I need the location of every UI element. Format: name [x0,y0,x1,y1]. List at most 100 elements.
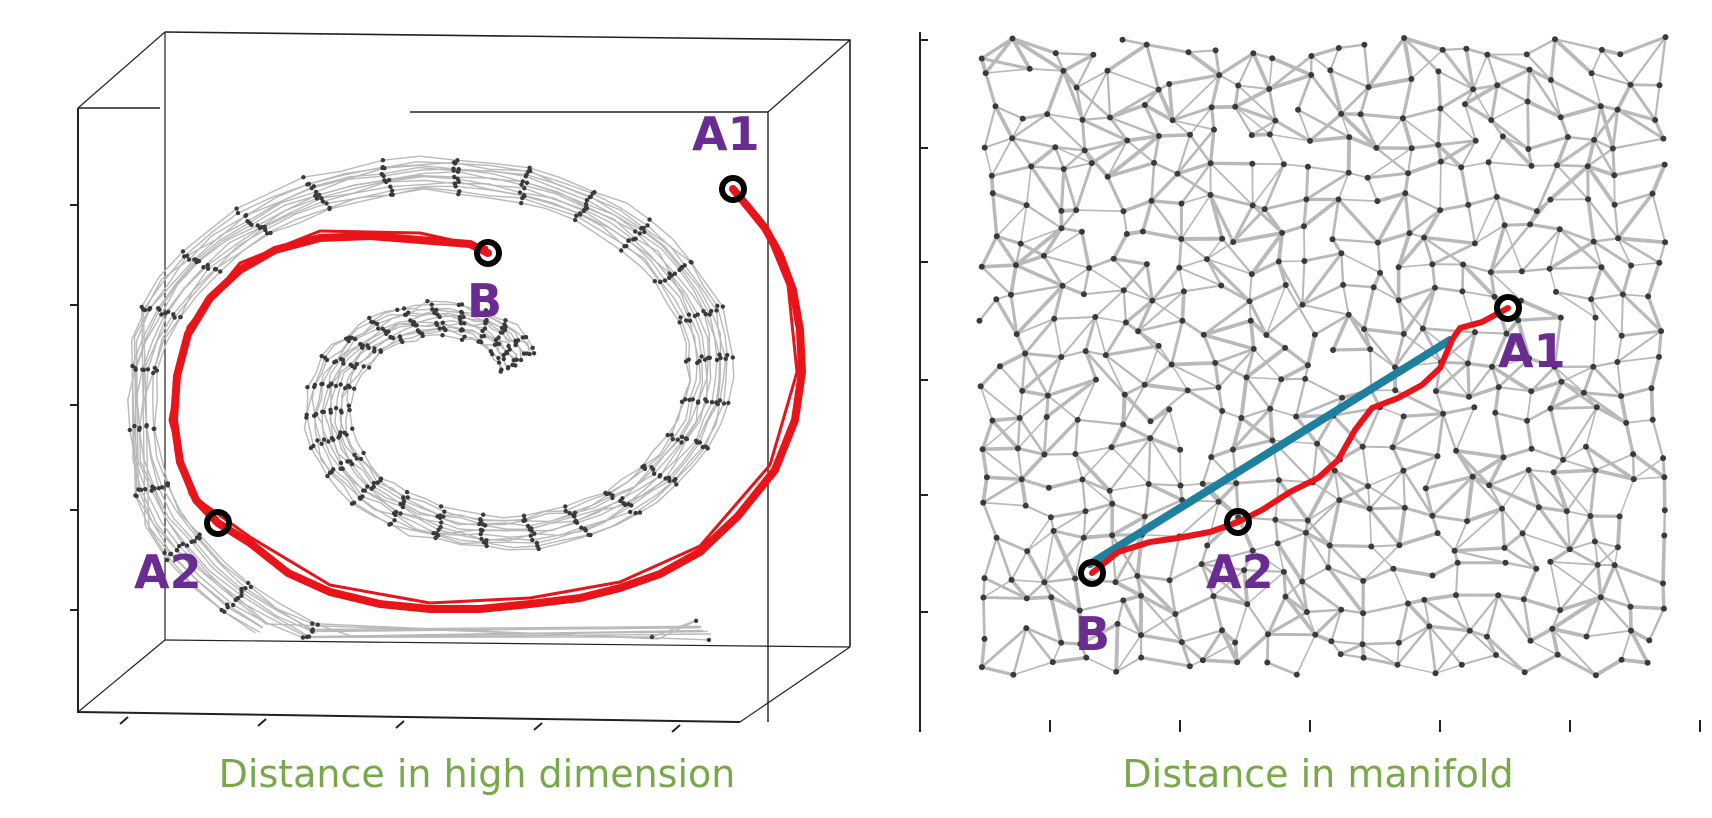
mesh-node [361,364,366,369]
mesh-edge [1493,412,1506,458]
mesh-node [720,304,725,309]
mesh-node [455,158,460,163]
mesh-edge [1275,518,1308,522]
mesh-node [524,180,530,185]
mesh-node [1374,198,1381,205]
mesh-edge [1111,502,1146,518]
swiss-roll-nodes [127,158,735,643]
mesh-edge [1648,608,1665,641]
mesh-node [1345,169,1352,176]
mesh-node [1138,632,1144,639]
mesh-edge [1233,85,1240,108]
mesh-node [132,423,137,429]
mesh-edge [1424,488,1434,517]
mesh-edge [980,627,1028,669]
mesh-node [319,441,324,446]
mesh-edge [1304,166,1310,200]
mesh-node [1484,51,1491,58]
mesh-node [1269,55,1276,62]
mesh-edge [1047,378,1097,398]
mesh-node [186,257,192,262]
mesh-strand [136,175,708,638]
mesh-edge [1614,192,1653,207]
mesh-node [1263,332,1270,338]
mesh-node [336,435,341,440]
mesh-edge [1464,83,1499,106]
mesh-edge [1503,224,1523,272]
mesh-edge [1569,548,1599,567]
mesh-edge [1486,54,1499,86]
mesh-edge [1210,161,1253,166]
mesh-edge [1113,257,1148,266]
mesh-node [347,384,352,390]
mesh-edge [1461,264,1465,292]
mesh-node [726,400,731,406]
mesh-edge [1616,516,1622,548]
mesh-node [1501,222,1508,229]
mesh-node [1059,282,1066,289]
mesh-edge [1137,574,1170,582]
mesh-edge [1560,104,1602,120]
mesh-edge [1122,423,1151,440]
mesh-node [1148,197,1155,204]
mesh-edge [1440,139,1477,164]
mesh-edge [1367,171,1409,180]
mesh-edge [1490,118,1530,151]
mesh-node [1307,137,1313,144]
mesh-edge [1144,382,1188,393]
mesh-edge [1556,138,1596,167]
mesh-node [563,504,568,509]
mesh-edge [1108,116,1129,142]
mesh-edge [1423,598,1471,632]
mesh-strand [133,164,722,629]
mesh-edge [1206,241,1234,260]
mesh-edge [979,386,994,421]
mesh-edge [1052,285,1065,320]
mesh-node [174,548,180,553]
mesh-node [1585,196,1592,203]
mesh-edge [1466,331,1477,364]
mesh-node [1019,387,1026,394]
mesh-node [1465,201,1472,208]
mesh-edge [1265,634,1270,663]
mesh-node [1141,102,1148,108]
mesh-edge [1616,192,1654,240]
mesh-edge [1398,625,1430,644]
mesh-node [1335,45,1342,51]
mesh-node [1580,389,1587,396]
mesh-edge [1474,224,1506,245]
mesh-edge [1014,226,1063,267]
mesh-node [976,317,983,324]
mesh-edge [982,478,1023,504]
mesh-edge [1569,540,1596,551]
mesh-edge [1341,608,1364,615]
mesh-node [1139,228,1146,235]
mesh-node [455,176,460,182]
mesh-edge [1170,320,1184,365]
mesh-node [1557,314,1564,321]
mesh-edge [1548,268,1557,293]
mesh-edge [1340,86,1370,115]
mesh-node [662,278,668,283]
mesh-node [324,201,329,206]
mesh-node [310,621,315,626]
mesh-node [1308,53,1315,59]
mesh-edge [1074,537,1085,579]
mesh-node [1662,239,1669,246]
mesh-edge [1599,596,1632,632]
mesh-node [1458,164,1465,171]
mesh-edge [1489,223,1532,273]
mesh-edge [1284,580,1303,598]
mesh-edge [1209,410,1224,458]
mesh-node [521,518,526,523]
mesh-edge [1240,416,1274,442]
mesh-edge [1051,530,1077,580]
mesh-edge [1274,519,1279,544]
mesh-node [1618,656,1625,663]
mesh-node [326,439,331,444]
mesh-node [1524,98,1531,105]
mesh-edge [1328,544,1365,582]
mesh-edge [1549,266,1602,270]
mesh-node [496,360,502,365]
mesh-node [404,489,410,495]
